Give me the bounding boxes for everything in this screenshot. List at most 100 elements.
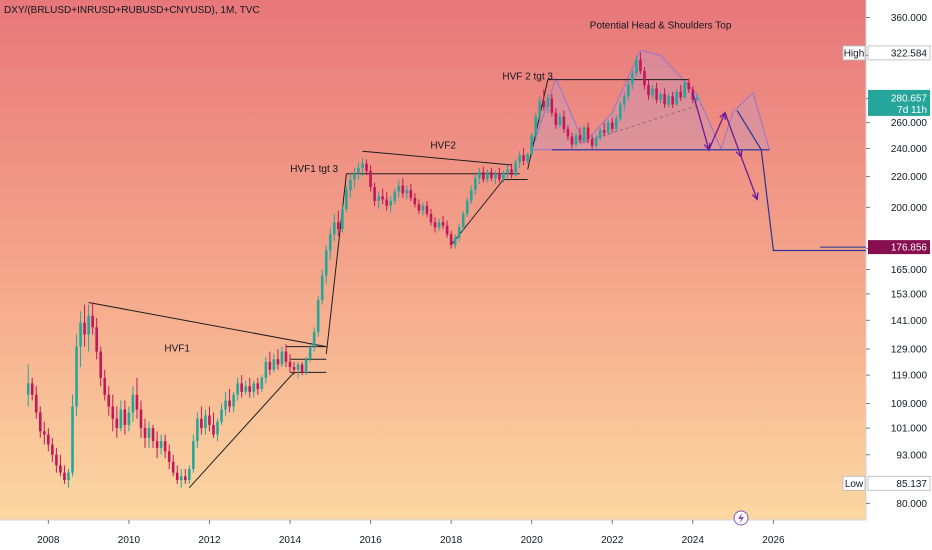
candle-body (635, 59, 638, 74)
candle (115, 406, 119, 438)
lightning-icon[interactable] (733, 510, 749, 526)
price-badge: 176.856 (820, 240, 930, 255)
candle-body (614, 118, 618, 129)
candle-body (514, 162, 517, 176)
candle (393, 188, 397, 205)
candle (240, 375, 243, 398)
candle (510, 163, 513, 179)
candle-body (216, 421, 219, 435)
candle-body (296, 364, 300, 370)
candle-body (570, 136, 574, 145)
candle (683, 80, 687, 99)
candle (155, 431, 159, 459)
candle-body (695, 97, 699, 100)
x-tick-label: 2018 (440, 535, 463, 546)
candle-body (377, 196, 380, 201)
candle-body (127, 412, 131, 425)
candle-body (244, 386, 247, 392)
candle-body (566, 128, 570, 137)
candle-body (34, 394, 38, 413)
candle-body (381, 196, 384, 200)
candle (171, 454, 175, 477)
x-tick-label: 2010 (118, 535, 141, 546)
candle (300, 361, 304, 376)
candle (63, 465, 66, 484)
candle (534, 112, 538, 141)
candle-body (252, 383, 256, 392)
price-badge: Low 85.137 (842, 475, 931, 491)
candle-body (417, 204, 421, 211)
candle (71, 394, 74, 477)
candle-body (139, 409, 143, 429)
candle-body (337, 222, 340, 230)
candle-body (196, 418, 199, 442)
candle-body (433, 222, 437, 228)
candle (377, 191, 380, 209)
chart-annotation: HVF2 (430, 141, 456, 152)
price-badge-value: 85.137 (896, 479, 927, 490)
candle (590, 135, 594, 150)
chart-annotation: HVF1 tgt 3 (290, 164, 338, 175)
candle (659, 91, 662, 104)
candle-body (574, 135, 578, 145)
price-badge-tag: Low (845, 479, 864, 490)
candle-body (240, 383, 243, 392)
candle-body (212, 424, 215, 435)
candle-body (538, 100, 542, 117)
candle-body (457, 227, 461, 238)
candle-body (627, 84, 630, 97)
candle (506, 165, 509, 179)
candle (232, 391, 235, 413)
candle (598, 127, 602, 141)
candle (675, 89, 678, 106)
candle-body (578, 135, 582, 141)
candle (437, 218, 441, 231)
candle (554, 108, 558, 129)
candle (619, 100, 622, 122)
candle-body (75, 346, 78, 407)
candle-body (248, 386, 252, 392)
candle (107, 386, 111, 416)
candle (586, 122, 590, 144)
price-badge-bg (868, 240, 930, 255)
candle-body (361, 163, 364, 168)
candle (679, 85, 683, 101)
candle-body (522, 155, 525, 161)
candle (401, 178, 405, 198)
y-tick-label: 153.000 (891, 289, 928, 300)
candle (103, 369, 107, 401)
candle (606, 120, 610, 136)
y-tick-label: 101.000 (891, 424, 928, 435)
candles-layer (26, 52, 699, 488)
candle (296, 361, 300, 378)
candle (337, 210, 340, 237)
candle (349, 173, 352, 198)
candle (482, 166, 485, 183)
candle (413, 193, 417, 208)
candle (79, 311, 82, 368)
candle (151, 424, 155, 448)
candle-body (558, 116, 562, 126)
candle (578, 127, 582, 144)
candle-body (228, 400, 231, 407)
chart-annotation: HVF1 (164, 344, 190, 355)
candle-body (63, 472, 66, 481)
candle-body (256, 383, 260, 389)
time-axis[interactable]: 2008 2010 2012 2014 2016 2018 2020 2022 2024 2026 (37, 520, 785, 546)
chart-annotation: HVF 2 tgt 3 (502, 72, 553, 83)
candle (465, 197, 469, 218)
pattern-layer (531, 49, 770, 151)
candle (655, 82, 658, 104)
candle (389, 196, 393, 213)
candle (188, 465, 191, 484)
candle (421, 202, 425, 216)
candle-body (324, 250, 328, 276)
candle (280, 346, 284, 368)
price-badge-value: 322.584 (891, 48, 928, 59)
y-tick-label: 165.000 (891, 265, 928, 276)
candle (328, 227, 332, 260)
candle (67, 468, 70, 488)
